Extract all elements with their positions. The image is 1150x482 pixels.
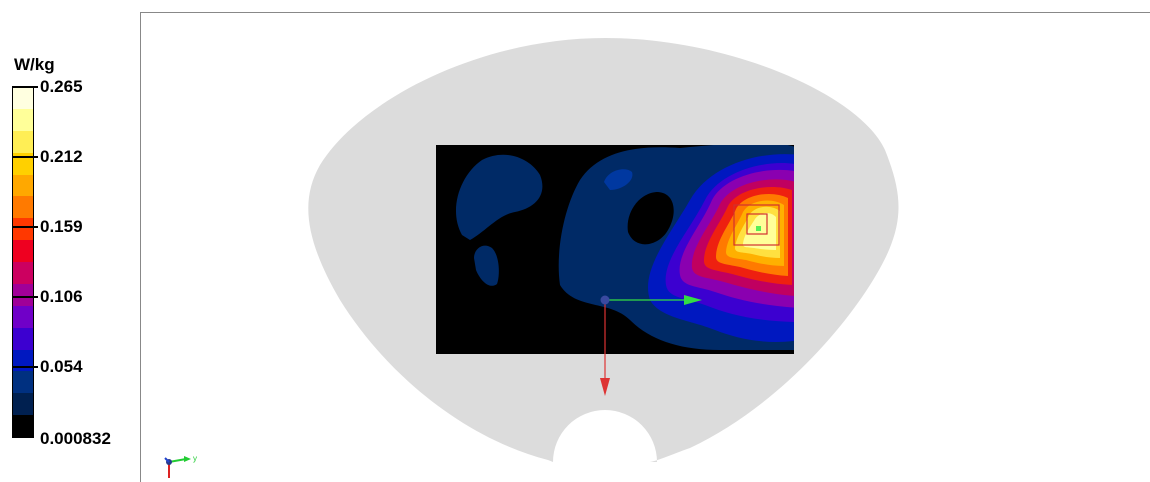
low-sar-blob-small: [474, 245, 499, 286]
legend-color-segment: [13, 349, 33, 372]
legend-color-segment: [13, 240, 33, 262]
zoom-scan-box-inner: [746, 213, 768, 235]
axis-origin: [600, 295, 610, 305]
orientation-triad: y: [164, 454, 197, 478]
coordinate-axes: [600, 295, 702, 396]
legend-label-3: 0.106: [40, 287, 83, 306]
legend-color-segment: [13, 87, 33, 109]
legend-color-segment: [13, 371, 33, 394]
3d-viewport[interactable]: [140, 12, 1150, 482]
legend-color-segment: [13, 327, 33, 350]
legend-label-max: 0.265: [40, 77, 83, 96]
legend-label-4: 0.054: [40, 357, 83, 376]
sar-hole: [627, 192, 674, 245]
legend-color-segment: [13, 283, 33, 306]
sar-scan-area: [436, 145, 794, 354]
x-axis-arrowhead: [684, 295, 702, 305]
zoom-scan-box-outer: [733, 204, 780, 246]
legend-tick-4: [12, 366, 38, 368]
legend-color-segment: [13, 415, 33, 437]
peak-marker: [756, 226, 761, 231]
legend-color-segment: [13, 196, 33, 219]
legend-tick-2: [12, 226, 38, 228]
legend-label-min: 0.000832: [40, 429, 111, 448]
triad-y-label: y: [193, 454, 197, 463]
legend-color-scale: [12, 86, 34, 438]
legend-color-segment: [13, 130, 33, 153]
legend-label-1: 0.212: [40, 147, 83, 166]
low-sar-blob-left: [455, 154, 543, 240]
legend-color-segment: [13, 262, 33, 284]
legend-label-2: 0.159: [40, 217, 83, 236]
legend-tick-3: [12, 296, 38, 298]
legend-color-segment: [13, 218, 33, 241]
z-axis-arrowhead: [600, 378, 610, 396]
sar-spot-dark: [604, 169, 633, 190]
legend-unit-label: W/kg: [14, 55, 55, 74]
legend-color-segment: [13, 108, 33, 131]
legend-color-segment: [13, 174, 33, 197]
legend-tick-1: [12, 156, 38, 158]
sar-contour-10: [743, 213, 776, 250]
legend-tick-0: [12, 86, 38, 88]
legend-color-segment: [13, 305, 33, 328]
legend-color-segment: [13, 152, 33, 175]
legend-color-segment: [13, 393, 33, 416]
